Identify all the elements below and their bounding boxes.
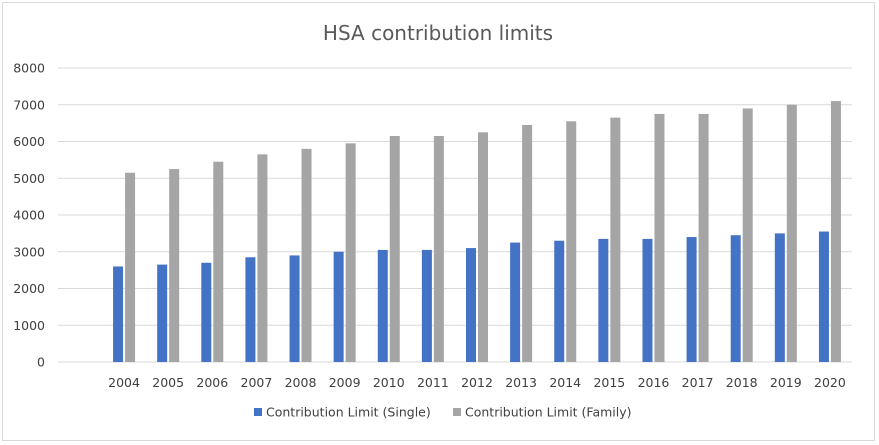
y-tick-label: 3000	[13, 244, 45, 259]
bar-family	[478, 132, 488, 362]
x-tick-label: 2004	[108, 375, 140, 390]
bar-family	[830, 101, 841, 362]
bar-single	[554, 240, 565, 362]
bar-family	[125, 172, 136, 362]
bar-single	[686, 237, 697, 362]
legend-swatch-single	[254, 408, 262, 416]
bar-family	[610, 117, 621, 362]
bar-single	[466, 248, 476, 362]
bar-single	[818, 231, 829, 362]
x-tick-label: 2006	[196, 375, 228, 390]
bar-single	[333, 251, 344, 362]
x-tick-label: 2005	[152, 375, 184, 390]
x-tick-label: 2008	[285, 375, 317, 390]
x-tick-label: 2018	[726, 375, 758, 390]
bar-single	[598, 238, 609, 362]
x-tick-label: 2019	[770, 375, 802, 390]
x-tick-label: 2017	[682, 375, 714, 390]
x-tick-label: 2007	[241, 375, 273, 390]
bars	[113, 101, 841, 363]
bar-single	[642, 238, 653, 362]
x-tick-label: 2020	[814, 375, 846, 390]
y-tick-label: 4000	[13, 208, 45, 223]
bar-family	[345, 143, 356, 362]
legend: Contribution Limit (Single) Contribution …	[254, 405, 632, 420]
bar-family	[654, 113, 665, 362]
bar-family	[389, 135, 400, 362]
x-tick-label: 2016	[638, 375, 670, 390]
bar-family	[257, 154, 268, 362]
bar-family	[301, 148, 312, 362]
bar-single	[113, 266, 124, 362]
x-tick-label: 2012	[461, 375, 493, 390]
bar-family	[698, 113, 709, 362]
x-tick-label: 2015	[593, 375, 625, 390]
bar-single	[510, 242, 521, 362]
x-tick-label: 2013	[505, 375, 537, 390]
y-tick-label: 0	[37, 355, 45, 370]
y-tick-label: 7000	[13, 97, 45, 112]
bar-family	[566, 121, 577, 362]
bar-single	[201, 262, 212, 362]
y-tick-label: 6000	[13, 134, 45, 149]
x-tick-label: 2011	[417, 375, 449, 390]
gridlines	[58, 67, 852, 363]
bar-single	[774, 233, 785, 362]
bar-single	[730, 235, 741, 362]
bar-single	[421, 249, 432, 362]
bar-family	[433, 135, 444, 362]
x-tick-label: 2009	[329, 375, 361, 390]
bar-single	[157, 264, 168, 362]
bar-family	[169, 169, 180, 362]
legend-label-single: Contribution Limit (Single)	[266, 405, 431, 420]
y-tick-label: 8000	[13, 61, 45, 76]
x-tick-label: 2014	[549, 375, 581, 390]
legend-swatch-family	[453, 408, 461, 416]
bar-family	[742, 108, 753, 362]
y-tick-label: 2000	[13, 281, 45, 296]
bar-single	[289, 255, 300, 362]
chart-title: HSA contribution limits	[323, 21, 553, 45]
bar-single	[245, 257, 256, 362]
bar-family	[213, 161, 224, 362]
y-tick-label: 1000	[13, 318, 45, 333]
x-axis-ticks: 2004 2005 2006 2007 2008 2009 2010 2011 2012 2013…	[108, 375, 846, 390]
y-tick-label: 5000	[13, 171, 45, 186]
bar-family	[522, 124, 533, 363]
legend-label-family: Contribution Limit (Family)	[465, 405, 632, 420]
x-tick-label: 2010	[373, 375, 405, 390]
y-axis-ticks: 0 1000 2000 3000 4000 5000 6000 7000 8000	[13, 61, 45, 370]
bar-single	[377, 249, 388, 362]
bar-family	[786, 104, 797, 362]
